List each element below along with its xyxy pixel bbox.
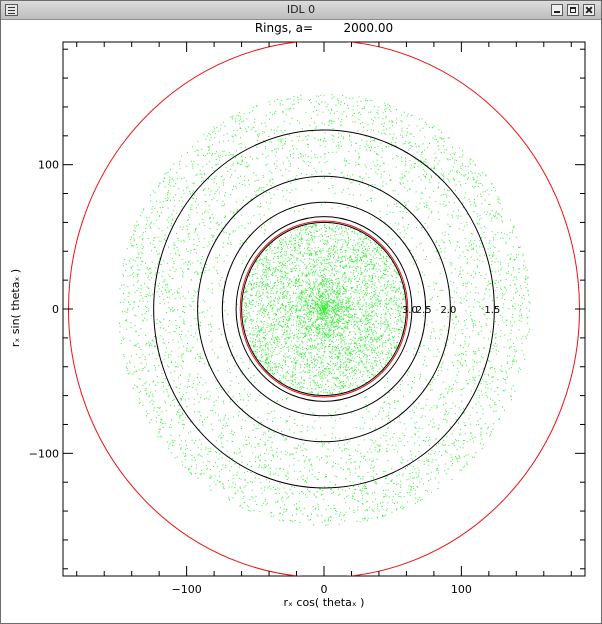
ring-label-1: 3.0	[402, 305, 418, 316]
close-icon[interactable]	[583, 4, 595, 16]
scatter-dots	[119, 94, 531, 526]
inner-red-circle	[239, 220, 409, 398]
maximize-icon[interactable]	[567, 4, 579, 16]
window-title: IDL 0	[286, 3, 316, 16]
y-tick-label: −100	[29, 447, 59, 460]
axis-ticks: −100 0 100 −100 0 100	[29, 42, 585, 596]
minimize-icon[interactable]	[551, 4, 563, 16]
y-tick-label: 100	[38, 159, 59, 172]
x-tick-label: 0	[321, 583, 328, 596]
plot-canvas: Rings, a= 2000.00 −100 0 100 −100 0 100 rₓ co…	[9, 21, 586, 609]
y-axis-label: rₓ sin( thetaₓ )	[9, 269, 22, 347]
chart-title: Rings, a= 2000.00	[255, 21, 393, 35]
y-tick-label: 0	[52, 303, 59, 316]
scatter-points	[119, 94, 531, 526]
ring-label-4: 1.5	[484, 305, 500, 316]
black-ring-circle-2	[221, 201, 427, 417]
ring-label-3: 2.0	[440, 305, 456, 316]
black-ring-circle-0	[241, 221, 407, 397]
title-bar[interactable]: IDL 0	[1, 1, 601, 20]
x-tick-label: −100	[172, 583, 202, 596]
black-ring-circle-3	[197, 175, 451, 443]
ring-label-2: 2.5	[416, 305, 432, 316]
x-tick-label: 100	[451, 583, 472, 596]
window-menu-icon[interactable]	[5, 4, 18, 16]
black-ring-circle-4	[153, 129, 495, 489]
black-ring-circle-1	[235, 216, 413, 402]
x-axis-label: rₓ cos( thetaₓ )	[284, 596, 365, 609]
